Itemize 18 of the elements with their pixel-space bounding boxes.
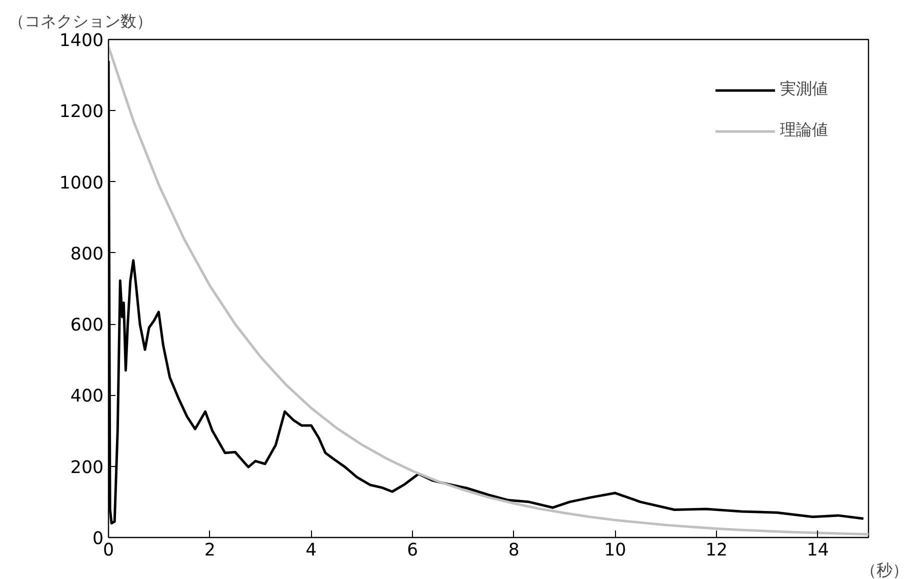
x-tick-label: 10 bbox=[604, 540, 626, 560]
y-tick-label: 1400 bbox=[59, 31, 104, 51]
y-axis-title: （コネクション数） bbox=[8, 12, 152, 30]
x-tick-label: 8 bbox=[508, 540, 520, 560]
x-tick-label: 12 bbox=[705, 540, 728, 560]
legend-label: 実測値 bbox=[780, 79, 828, 100]
x-axis-title: （秒） bbox=[860, 560, 908, 579]
x-tick-label: 6 bbox=[406, 540, 418, 560]
legend-label: 理論値 bbox=[780, 120, 828, 141]
y-tick-label: 600 bbox=[70, 316, 104, 336]
y-tick-label: 1000 bbox=[59, 173, 104, 194]
x-tick-label: 14 bbox=[806, 540, 829, 560]
y-tick-label: 200 bbox=[70, 458, 104, 478]
y-tick-label: 400 bbox=[70, 386, 104, 407]
y-tick-label: 1200 bbox=[59, 102, 104, 122]
y-tick-label: 800 bbox=[70, 244, 104, 264]
x-tick-label: 2 bbox=[204, 540, 216, 560]
x-tick-label: 4 bbox=[306, 540, 317, 560]
